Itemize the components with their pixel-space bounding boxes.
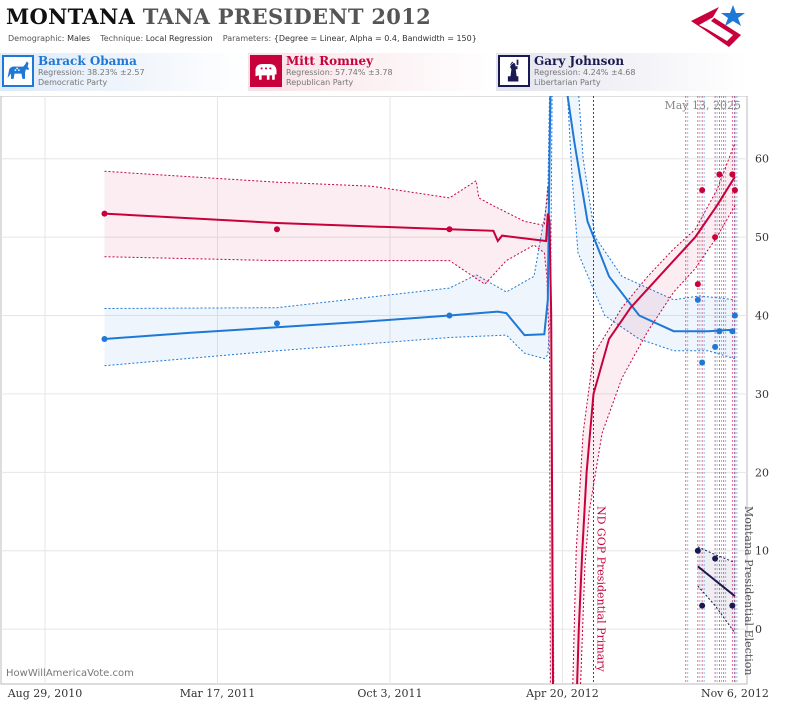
poll-point-0 — [729, 328, 736, 335]
poll-point-1 — [446, 226, 453, 233]
poll-point-1 — [699, 187, 706, 194]
y-tick-label: 60 — [755, 153, 769, 166]
poll-point-0 — [273, 320, 280, 327]
candidate-name: Mitt Romney — [286, 54, 374, 68]
x-tick-label: Oct 3, 2011 — [357, 687, 422, 700]
trend-line-0-b — [566, 96, 735, 333]
upper-bound-0-b — [578, 96, 735, 301]
trend-chart[interactable]: 0 10 20 30 40 50 60 Aug 29, 2010 Mar 17, 2011 Oct… — [0, 96, 789, 704]
poll-point-1 — [729, 171, 736, 178]
confidence-band-1-b — [572, 143, 735, 684]
poll-point-0 — [101, 336, 108, 343]
x-tick-label: Nov 6, 2012 — [701, 687, 769, 700]
site-credit: HowWillAmericaVote.com — [6, 668, 134, 679]
legend-obama[interactable]: Barack Obama Regression: 38.23% ±2.57 De… — [0, 53, 248, 91]
poll-point-0 — [716, 328, 723, 335]
poll-point-1 — [101, 210, 108, 217]
trend-line-1-b — [576, 176, 736, 684]
poll-point-1 — [273, 226, 280, 233]
candidate-party: Democratic Party — [38, 78, 108, 87]
candidate-party: Libertarian Party — [534, 78, 601, 87]
donkey-icon — [2, 55, 34, 87]
y-tick-label: 50 — [755, 231, 769, 244]
poll-point-2 — [699, 602, 706, 609]
lower-bound-0-b — [567, 96, 736, 360]
plot-layer — [101, 96, 738, 684]
legend-johnson[interactable]: Gary Johnson Regression: 4.24% ±4.68 Lib… — [496, 53, 747, 91]
plot-area — [0, 96, 748, 685]
statue-of-liberty-icon — [498, 55, 530, 87]
trend-line-1 — [104, 212, 554, 684]
updated-date: May 13, 2025 — [664, 99, 741, 112]
poll-point-2 — [694, 547, 701, 554]
y-tick-label: 20 — [755, 466, 769, 479]
event-label: Montana Presidential Election — [742, 506, 755, 675]
poll-point-0 — [712, 343, 719, 350]
title-rest: TANA PRESIDENT 2012 — [142, 4, 432, 29]
candidate-name: Gary Johnson — [534, 54, 625, 68]
poll-point-0 — [699, 359, 706, 366]
elephant-icon — [250, 55, 282, 87]
poll-point-1 — [716, 171, 723, 178]
technique-key: Technique: — [100, 34, 144, 43]
event-label: ND GOP Presidential Primary — [594, 506, 607, 673]
poll-point-2 — [712, 555, 719, 562]
y-tick-label: 30 — [755, 388, 769, 401]
demographic-key: Demographic: — [8, 34, 65, 43]
confidence-band-0-b — [567, 96, 735, 359]
chart-title: MONTANA TANA PRESIDENT 2012 — [6, 4, 431, 29]
lower-bound-2 — [697, 585, 736, 634]
site-logo-icon[interactable] — [689, 3, 749, 49]
x-tick-label: Apr 20, 2012 — [525, 687, 599, 700]
legend-romney[interactable]: Mitt Romney Regression: 57.74% ±3.78 Rep… — [248, 53, 496, 91]
lower-bound-1-b — [580, 205, 736, 684]
candidate-name: Barack Obama — [38, 54, 137, 68]
demographic-value: Males — [67, 34, 91, 43]
x-tick-label: Aug 29, 2010 — [7, 687, 83, 700]
poll-point-2 — [729, 602, 736, 609]
candidate-party: Republican Party — [286, 78, 354, 87]
poll-point-0 — [694, 296, 701, 303]
poll-point-1 — [731, 187, 738, 194]
confidence-band-2 — [697, 546, 735, 633]
poll-point-1 — [712, 234, 719, 241]
y-tick-label: 40 — [755, 310, 769, 323]
trend-line-2 — [697, 565, 736, 597]
title-state: MONTANA — [6, 4, 136, 29]
candidate-regression: Regression: 57.74% ±3.78 — [286, 68, 393, 77]
upper-bound-2 — [697, 546, 736, 563]
parameters-value: {Degree = Linear, Alpha = 0.4, Bandwidth… — [273, 34, 477, 43]
candidate-regression: Regression: 38.23% ±2.57 — [38, 68, 145, 77]
chart-meta: Demographic: Males Technique: Local Regre… — [8, 34, 477, 43]
y-tick-label: 10 — [755, 545, 769, 558]
poll-point-0 — [731, 312, 738, 319]
parameters-key: Parameters: — [222, 34, 272, 43]
trend-line-0 — [104, 96, 552, 340]
confidence-band-0 — [104, 96, 553, 366]
y-tick-label: 0 — [755, 623, 762, 636]
poll-point-1 — [694, 281, 701, 288]
lower-bound-0 — [104, 96, 553, 367]
confidence-band-1 — [104, 171, 554, 684]
upper-bound-1-b — [572, 142, 736, 684]
technique-value: Local Regression — [145, 34, 213, 43]
poll-point-0 — [446, 312, 453, 319]
candidate-regression: Regression: 4.24% ±4.68 — [534, 68, 636, 77]
x-tick-label: Mar 17, 2011 — [180, 687, 256, 700]
